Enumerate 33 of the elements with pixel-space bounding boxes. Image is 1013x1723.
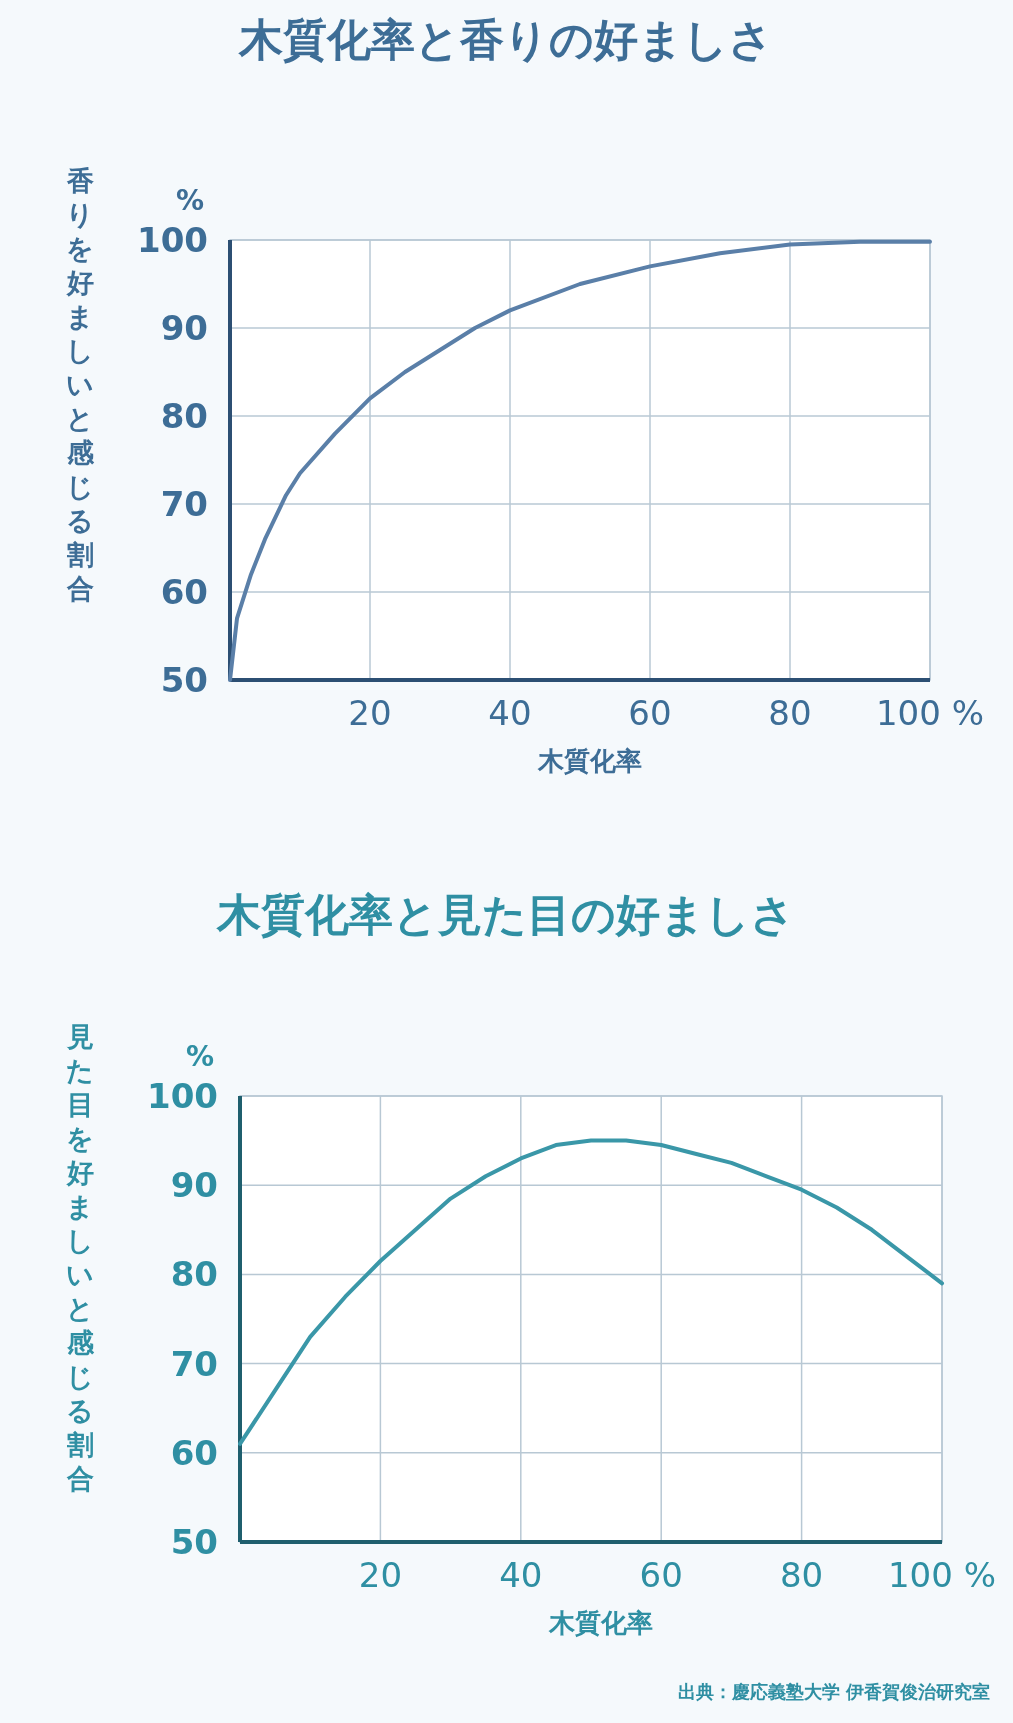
x-tick-label: 80 [768,693,812,733]
y-tick-label: 50 [170,1522,218,1562]
x-tick-label: 60 [639,1555,683,1595]
text: % [185,1040,215,1073]
x-tick-label: 60 [628,693,672,733]
x-tick-label: 20 [348,693,392,733]
y-tick-label: 80 [170,1254,218,1295]
y-tick-label: 50 [160,660,208,700]
x-tick-label: 40 [488,693,532,733]
y-tick-label: 70 [160,484,208,524]
x-tick-label: 40 [499,1555,543,1595]
x-tick-label: 100 % [875,693,985,733]
y-tick-label: 60 [160,572,208,612]
x-axis-title: 木質化率 [537,746,642,776]
x-axis-title: 木質化率 [548,1608,653,1638]
y-tick-label: 80 [160,396,208,436]
y-tick-label: 90 [160,308,208,348]
chart-title: 木質化率と見た目の好ましさ [216,889,795,940]
line-series [228,239,932,682]
text: 見た目を好ましいと感じる割合 [66,1021,94,1494]
text: % [175,184,205,217]
line-series [238,1138,944,1446]
y-tick-label: 90 [170,1165,218,1206]
x-tick-label: 80 [779,1555,824,1595]
y-tick-label: 70 [170,1343,218,1384]
y-tick-label: 60 [170,1432,218,1473]
x-tick-label: 100 % [887,1555,997,1595]
x-tick-label: 20 [358,1555,403,1595]
source-note: 出典：慶応義塾大学 伊香賀俊治研究室 [677,1681,990,1702]
y-tick-label: 100 [137,220,208,260]
text: 香りを好ましいと感じる割合 [66,165,94,604]
chart-title: 木質化率と香りの好ましさ [238,14,773,65]
y-tick-label: 100 [147,1076,218,1116]
